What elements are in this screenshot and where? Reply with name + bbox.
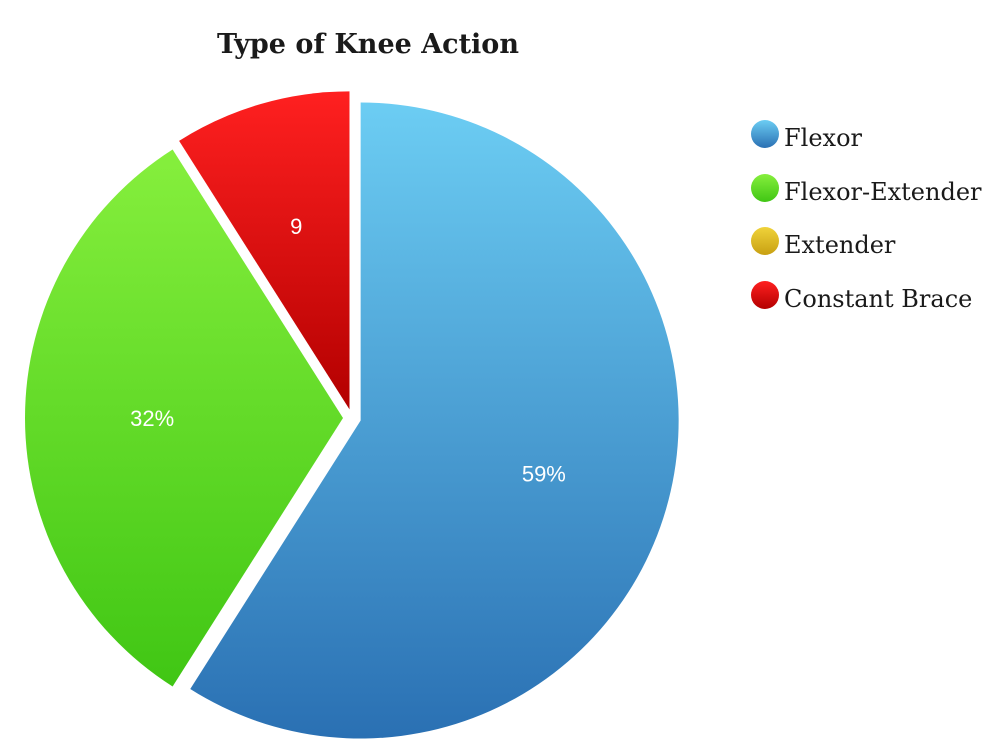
legend-label-flexor-extender: Flexor-Extender (784, 178, 982, 206)
legend-item-constant-brace: Constant Brace (751, 281, 972, 313)
legend-label-flexor: Flexor (784, 124, 863, 152)
legend-swatch-constant-brace (751, 281, 779, 309)
pie-slice-flexor-extender (24, 149, 344, 687)
chart-title: Type of Knee Action (217, 29, 519, 60)
legend-swatch-flexor (751, 120, 779, 148)
legend-item-extender: Extender (751, 227, 896, 259)
pie-slices (24, 91, 679, 739)
pie-slice-flexor (190, 102, 679, 739)
pie-slice-label-constant-brace: 9 (290, 214, 302, 239)
legend-swatch-extender (751, 227, 779, 255)
legend-label-constant-brace: Constant Brace (784, 285, 972, 313)
legend-item-flexor: Flexor (751, 120, 863, 152)
pie-slice-labels: 59% 32% 9 (130, 214, 566, 487)
legend-label-extender: Extender (784, 231, 896, 259)
legend: Flexor Flexor-Extender Extender Constant… (751, 120, 982, 313)
pie-slice-constant-brace (179, 91, 350, 410)
legend-item-flexor-extender: Flexor-Extender (751, 174, 982, 206)
pie-slice-label-flexor: 59% (522, 462, 566, 487)
pie-slice-label-flexor-extender: 32% (130, 406, 174, 431)
legend-swatch-flexor-extender (751, 174, 779, 202)
